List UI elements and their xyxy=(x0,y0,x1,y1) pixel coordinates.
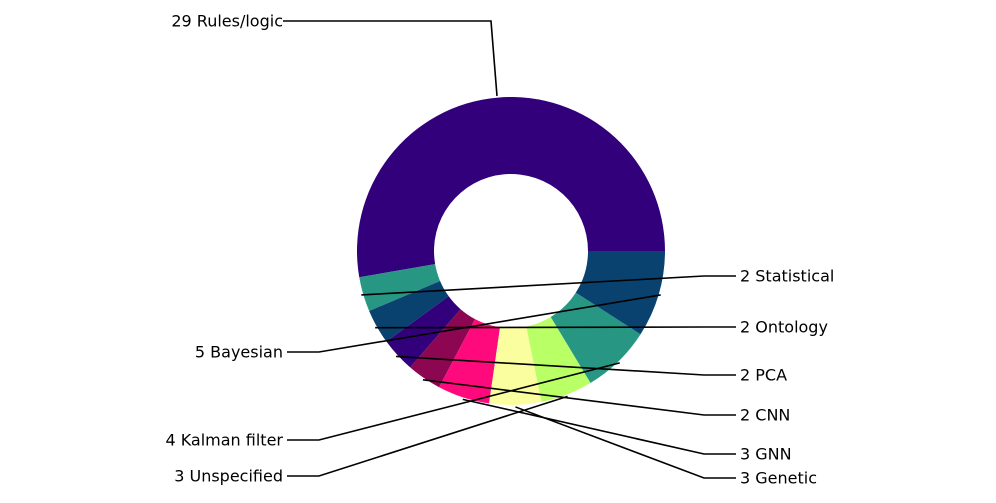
leader-line xyxy=(375,326,736,329)
donut-slice xyxy=(489,326,542,405)
slice-label: 3 GNN xyxy=(740,445,792,464)
labels-layer: 29 Rules/logic 2 Statistical 2 Ontology 2 P… xyxy=(165,12,834,488)
slice-label: 3 Genetic xyxy=(740,469,817,488)
slice-label: 2 Ontology xyxy=(740,318,828,337)
donut-slice xyxy=(575,251,665,335)
leader-line xyxy=(361,275,736,296)
slices-layer xyxy=(357,97,665,405)
slice-label: 5 Bayesian xyxy=(195,343,283,362)
leader-line xyxy=(422,378,736,416)
slice-label: 3 Unspecified xyxy=(174,467,283,486)
donut-slice xyxy=(369,280,449,342)
donut-slice xyxy=(526,316,591,402)
leader-lines-layer xyxy=(283,20,736,479)
leader-line xyxy=(283,20,498,97)
slice-label: 2 PCA xyxy=(740,366,787,385)
donut-slice xyxy=(386,296,461,368)
leader-line xyxy=(287,395,568,477)
donut-slice xyxy=(357,97,665,278)
leader-line xyxy=(462,398,736,455)
leader-line xyxy=(287,362,620,441)
leader-line xyxy=(396,355,736,376)
slice-label: 2 Statistical xyxy=(740,267,834,286)
donut-slice xyxy=(550,292,641,383)
slice-label: 4 Kalman filter xyxy=(165,431,283,450)
leader-line xyxy=(287,294,661,353)
slice-label: 2 CNN xyxy=(740,406,790,425)
slice-label: 29 Rules/logic xyxy=(171,12,283,31)
leader-line xyxy=(515,406,736,479)
donut-slice xyxy=(359,264,441,311)
